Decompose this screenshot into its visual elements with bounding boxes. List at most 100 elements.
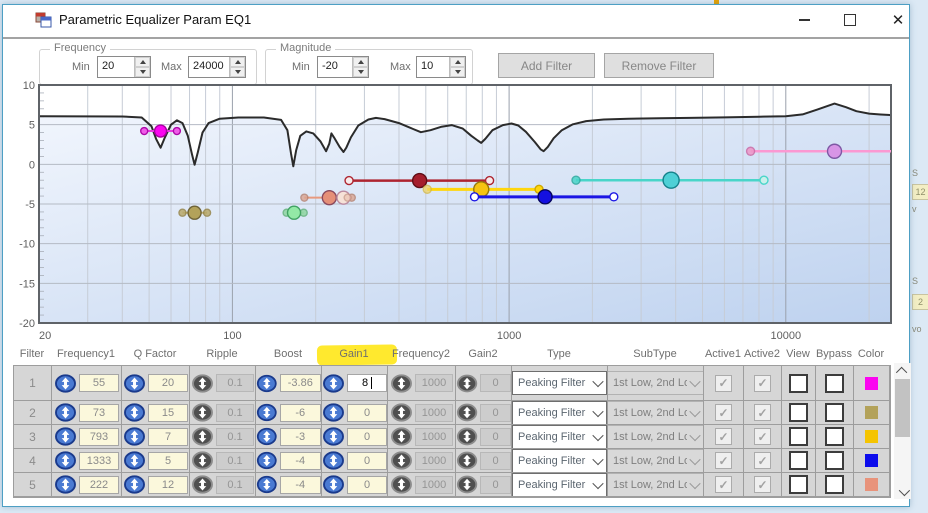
spin-down-icon[interactable] <box>135 67 150 77</box>
gain2-value[interactable]: 0 <box>480 403 511 422</box>
filter-color-swatch[interactable] <box>865 430 878 443</box>
boost-value[interactable]: -4 <box>279 475 321 494</box>
value-knob-icon[interactable] <box>390 451 413 470</box>
q-factor-value[interactable]: 12 <box>148 475 188 494</box>
filter-handle-point[interactable] <box>422 184 432 195</box>
boost-value[interactable]: -3.86 <box>279 374 321 392</box>
filter-handle-point[interactable] <box>609 192 619 202</box>
type-dropdown[interactable]: Peaking Filter <box>512 401 607 424</box>
q-factor-value[interactable]: 15 <box>148 403 188 422</box>
value-knob-icon[interactable] <box>256 475 278 494</box>
filter-handle-point[interactable] <box>826 143 843 159</box>
type-dropdown[interactable]: Peaking Filter <box>512 473 607 496</box>
gain2-value[interactable]: 0 <box>480 427 511 446</box>
value-knob-icon[interactable] <box>322 373 345 393</box>
frequency2-value[interactable]: 1000 <box>415 403 453 422</box>
filter-handle-point[interactable] <box>745 146 756 156</box>
value-knob-icon[interactable] <box>191 451 214 470</box>
frequency-min-spinner[interactable]: 20 <box>97 56 151 78</box>
gain2-value[interactable]: 0 <box>480 475 511 494</box>
close-button[interactable]: ✕ <box>891 12 905 29</box>
value-knob-icon[interactable] <box>123 475 146 494</box>
value-knob-icon[interactable] <box>456 451 478 470</box>
frequency2-value[interactable]: 1000 <box>415 427 453 446</box>
gain1-value[interactable]: 0 <box>347 403 387 422</box>
value-knob-icon[interactable] <box>322 427 345 446</box>
value-knob-icon[interactable] <box>456 475 478 494</box>
frequency2-value[interactable]: 1000 <box>415 451 453 470</box>
filter-handle-point[interactable] <box>299 208 308 217</box>
chevron-down-icon[interactable] <box>590 405 606 417</box>
add-filter-button[interactable]: Add Filter <box>498 53 595 78</box>
spin-down-icon[interactable] <box>450 67 465 77</box>
bypass-checkbox[interactable] <box>825 373 844 393</box>
filter-handle-point[interactable] <box>759 175 769 185</box>
value-knob-icon[interactable] <box>191 403 214 422</box>
frequency-max-spinner[interactable]: 24000 <box>188 56 246 78</box>
value-knob-icon[interactable] <box>322 475 345 494</box>
value-knob-icon[interactable] <box>123 427 146 446</box>
spin-down-icon[interactable] <box>230 67 245 77</box>
frequency1-value[interactable]: 793 <box>79 427 119 446</box>
spin-up-icon[interactable] <box>135 57 150 67</box>
filter-color-swatch[interactable] <box>865 478 878 491</box>
magnitude-min-spinner[interactable]: -20 <box>317 56 369 78</box>
frequency1-value[interactable]: 55 <box>79 374 119 392</box>
value-knob-icon[interactable] <box>456 403 478 422</box>
frequency1-value[interactable]: 73 <box>79 403 119 422</box>
gain2-value[interactable]: 0 <box>480 451 511 470</box>
filter-handle-point[interactable] <box>153 124 168 138</box>
filter-handle-point[interactable] <box>321 189 338 206</box>
eq-response-chart[interactable]: 10 5 0 -5 -10 -15 -20 20 100 1000 10000 <box>3 75 913 351</box>
filter-handle-point[interactable] <box>187 205 202 220</box>
value-knob-icon[interactable] <box>54 427 77 446</box>
q-factor-value[interactable]: 7 <box>148 427 188 446</box>
value-knob-icon[interactable] <box>191 427 214 446</box>
filter-handle-point[interactable] <box>286 205 302 220</box>
value-knob-icon[interactable] <box>256 427 278 446</box>
type-dropdown[interactable]: Peaking Filter <box>512 425 607 448</box>
spinner-buttons[interactable] <box>449 57 465 77</box>
frequency2-value[interactable]: 1000 <box>415 475 453 494</box>
filter-handle-point[interactable] <box>411 172 428 189</box>
bypass-checkbox[interactable] <box>825 475 844 494</box>
chevron-down-icon[interactable] <box>590 375 606 388</box>
ripple-value[interactable]: 0.1 <box>216 374 254 392</box>
chevron-down-icon[interactable] <box>590 477 606 489</box>
frequency2-value[interactable]: 1000 <box>415 374 453 392</box>
magnitude-min-value[interactable]: -20 <box>322 60 338 72</box>
value-knob-icon[interactable] <box>54 373 77 393</box>
value-knob-icon[interactable] <box>191 373 214 393</box>
frequency-min-value[interactable]: 20 <box>102 60 115 72</box>
filter-handle-point[interactable] <box>172 126 182 136</box>
chevron-down-icon[interactable] <box>590 429 606 441</box>
filter-color-swatch[interactable] <box>865 454 878 467</box>
boost-value[interactable]: -6 <box>279 403 321 422</box>
filter-handle-point[interactable] <box>178 208 187 217</box>
gain1-value[interactable]: 0 <box>347 475 387 494</box>
bypass-checkbox[interactable] <box>825 427 844 446</box>
q-factor-value[interactable]: 20 <box>148 374 188 392</box>
value-knob-icon[interactable] <box>390 403 413 422</box>
maximize-button[interactable] <box>827 5 873 35</box>
magnitude-max-value[interactable]: 10 <box>421 60 434 72</box>
chevron-down-icon[interactable] <box>590 453 606 465</box>
scrollbar-thumb[interactable] <box>895 379 910 437</box>
ripple-value[interactable]: 0.1 <box>216 427 254 446</box>
view-checkbox[interactable] <box>789 373 808 393</box>
bypass-checkbox[interactable] <box>825 451 844 470</box>
spin-up-icon[interactable] <box>450 57 465 67</box>
filter-handle-point[interactable] <box>344 175 354 186</box>
value-knob-icon[interactable] <box>456 427 478 446</box>
ripple-value[interactable]: 0.1 <box>216 451 254 470</box>
view-checkbox[interactable] <box>789 475 808 494</box>
filter-handle-point[interactable] <box>484 175 495 186</box>
ripple-value[interactable]: 0.1 <box>216 403 254 422</box>
value-knob-icon[interactable] <box>256 451 278 470</box>
scroll-up-icon[interactable] <box>894 363 911 378</box>
gain1-value[interactable]: 0 <box>347 427 387 446</box>
filter-handle-point[interactable] <box>343 193 352 202</box>
filter-handle-point[interactable] <box>662 171 680 189</box>
filter-handle-point[interactable] <box>537 189 553 205</box>
value-knob-icon[interactable] <box>123 373 146 393</box>
